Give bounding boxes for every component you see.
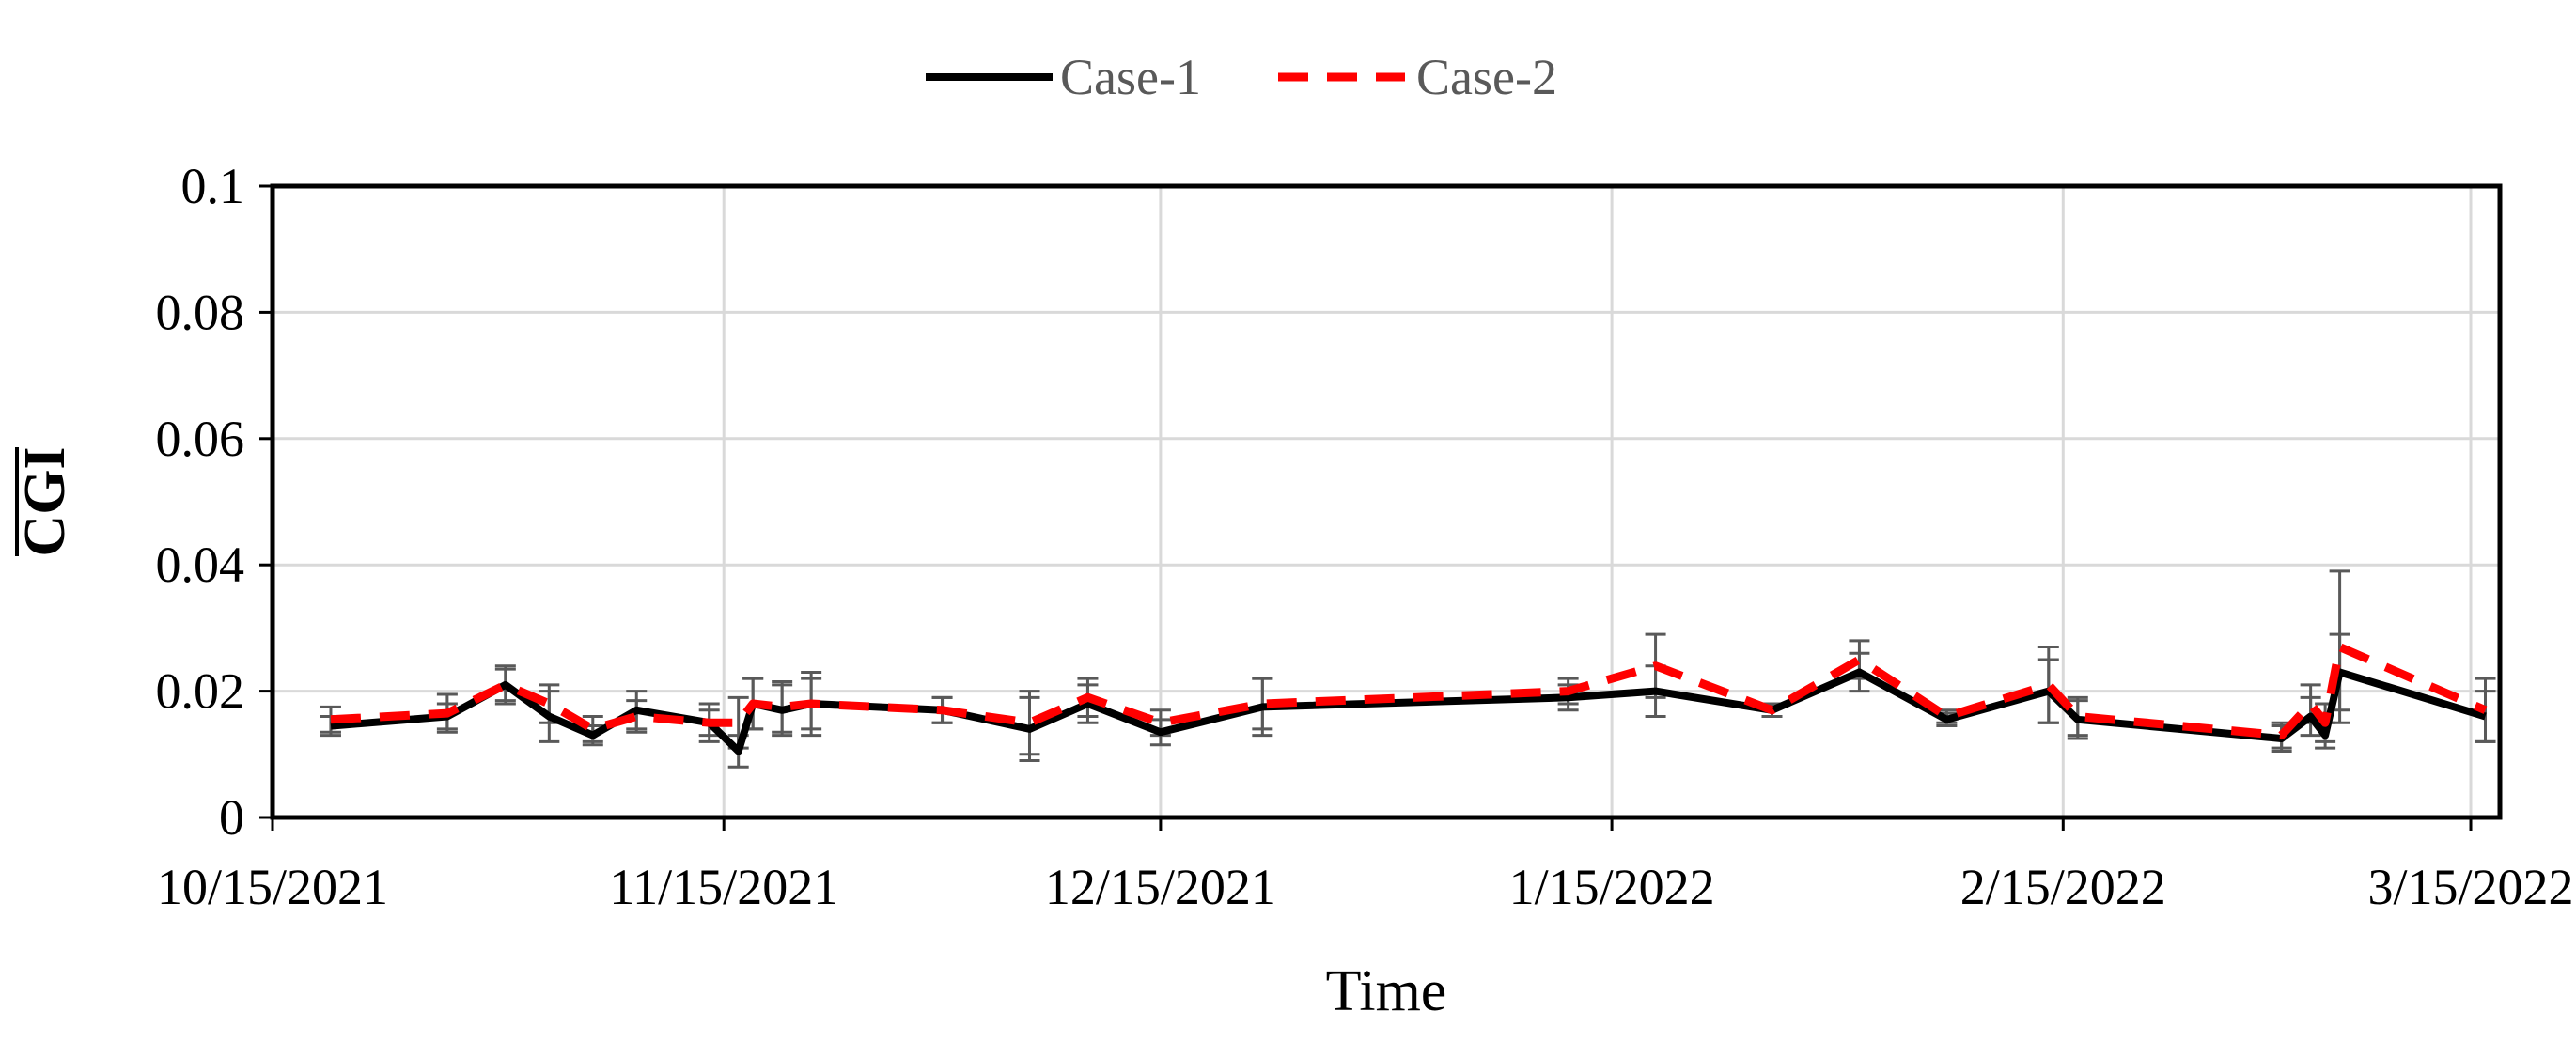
series-lines (330, 643, 2488, 755)
x-axis-title: Time (1326, 959, 1447, 1023)
legend-label-case-2: Case-2 (1416, 49, 1557, 105)
plot-area-frame (270, 183, 2503, 820)
y-tick-label: 0.04 (156, 537, 245, 593)
y-axis-title-text: CGI (13, 446, 77, 556)
y-tick-label: 0.06 (156, 411, 245, 467)
x-tick-label: 3/15/2022 (2368, 859, 2574, 915)
y-tick-label: 0 (219, 789, 244, 846)
y-tick-label: 0.02 (156, 663, 245, 720)
x-tick-label: 2/15/2022 (1960, 859, 2166, 915)
x-tick-label: 10/15/2021 (157, 859, 388, 915)
series-line-case-2 (330, 643, 2488, 740)
x-tick-label: 12/15/2021 (1045, 859, 1276, 915)
legend-label-case-1: Case-1 (1060, 49, 1201, 105)
error-bars (320, 569, 2496, 769)
series-line-case-1 (330, 668, 2487, 755)
x-tick-label: 1/15/2022 (1509, 859, 1715, 915)
y-axis-tick-labels: 0 0.02 0.04 0.06 0.08 0.1 (156, 158, 273, 846)
y-tick-label: 0.1 (181, 158, 245, 214)
legend: Case-1 Case-2 (926, 49, 1557, 105)
y-tick-label: 0.08 (156, 284, 245, 340)
y-axis-title: CGI (13, 446, 77, 556)
x-tick-label: 11/15/2021 (609, 859, 838, 915)
x-axis-tick-labels: 10/15/2021 11/15/2021 12/15/2021 1/15/2022 2… (157, 817, 2574, 915)
